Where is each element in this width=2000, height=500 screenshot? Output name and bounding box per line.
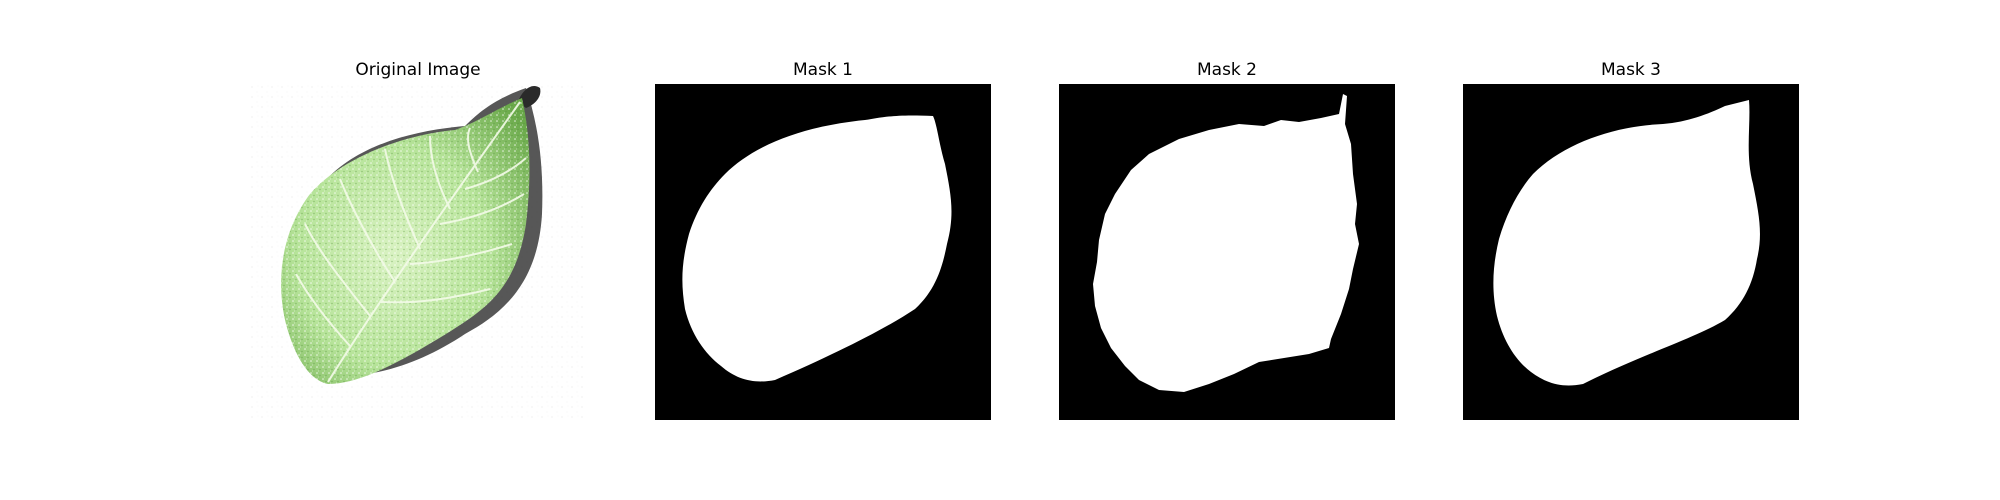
mask-3-leaf-region — [1493, 100, 1760, 386]
leaf-stem — [518, 85, 541, 108]
mask-3-image — [1463, 84, 1799, 420]
leaf-texture — [281, 98, 530, 384]
panel-title-mask-2: Mask 2 — [1196, 60, 1257, 80]
mask-2-image — [1059, 84, 1395, 420]
mask-2-leaf-region — [1093, 94, 1359, 392]
mask-1-leaf-region — [682, 115, 952, 382]
leaf-photo — [250, 84, 586, 420]
panel-title-original: Original Image — [355, 60, 481, 80]
panel-title-mask-1: Mask 1 — [792, 60, 853, 80]
original-image-panel — [250, 84, 586, 420]
leaf-veins — [295, 101, 527, 383]
mask-3-panel — [1463, 84, 1799, 420]
mask-1-image — [655, 84, 991, 420]
mask-1-panel — [655, 84, 991, 420]
mask-2-panel — [1059, 84, 1395, 420]
panel-title-mask-3: Mask 3 — [1600, 60, 1661, 80]
